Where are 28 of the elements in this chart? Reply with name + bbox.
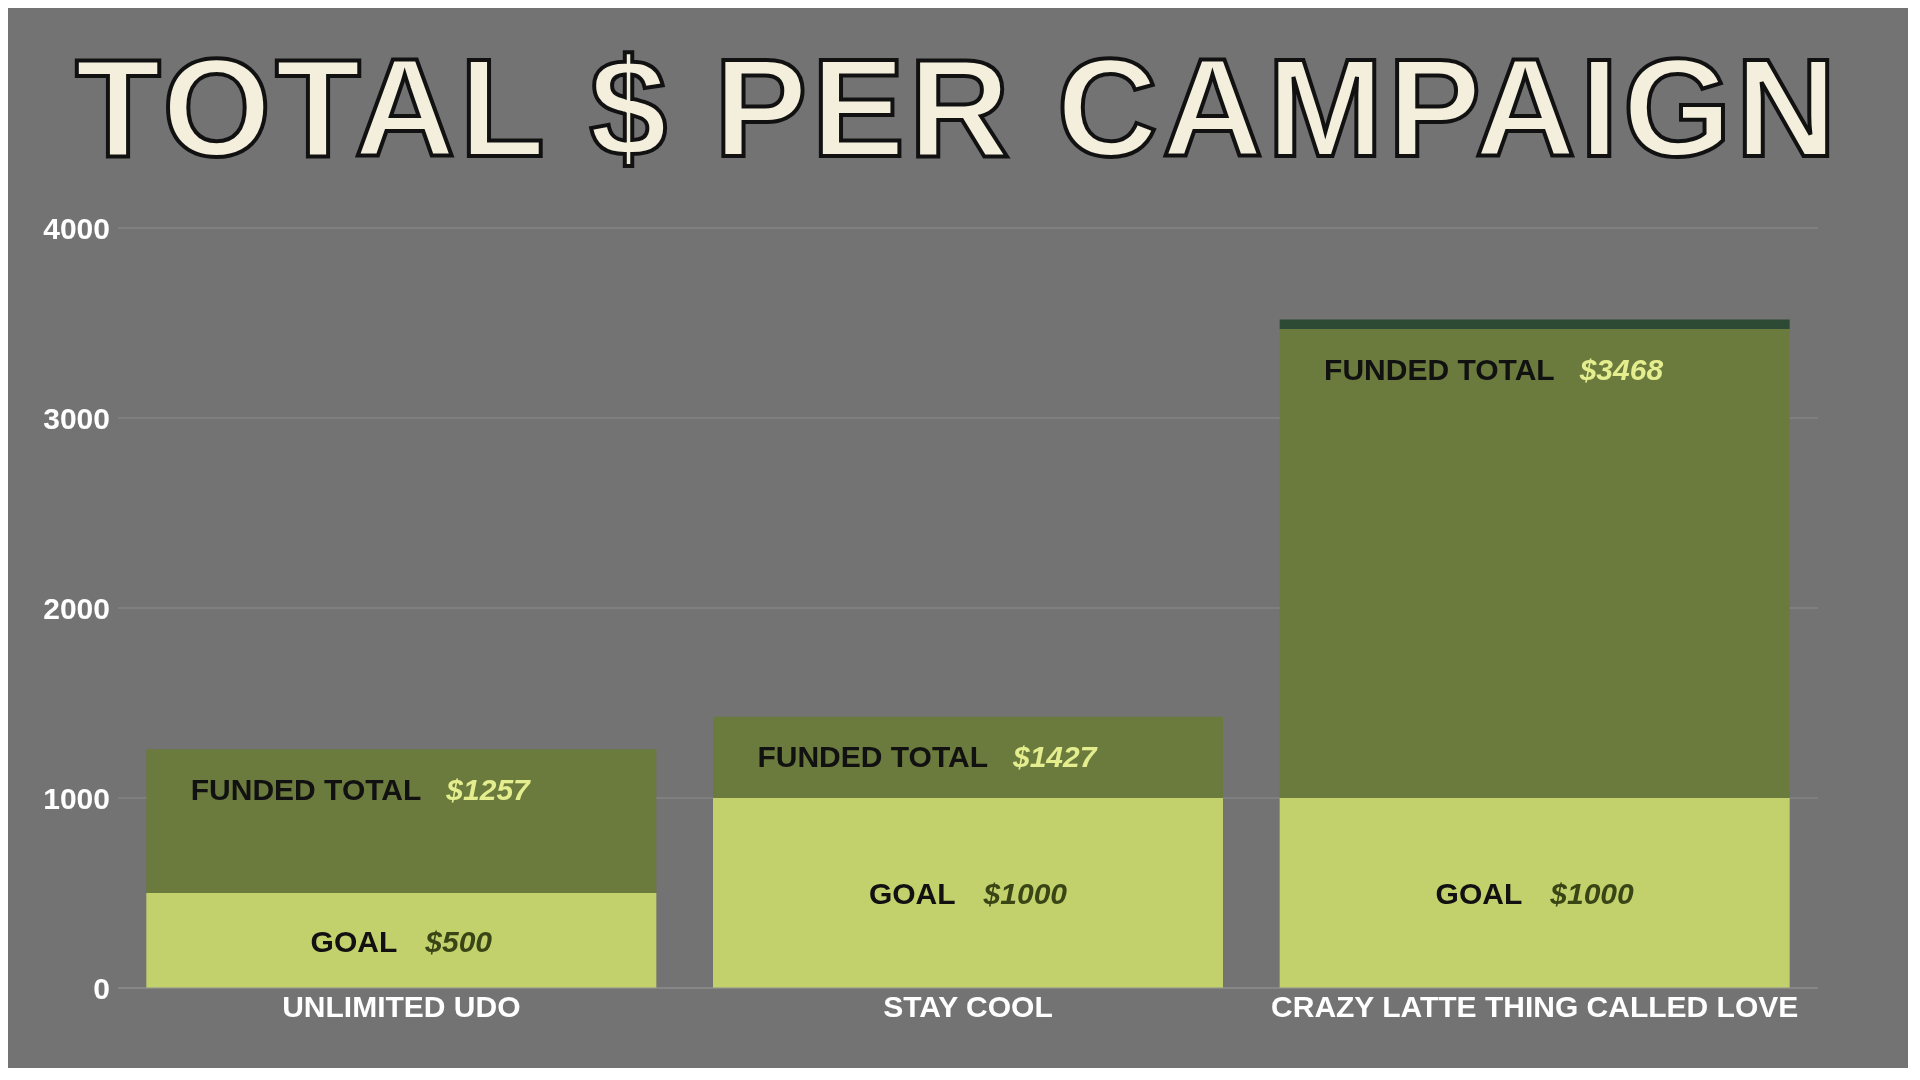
y-tick-label: 0: [93, 971, 110, 1005]
bar: [1279, 798, 1790, 988]
annotation: $1257: [445, 772, 532, 806]
text: FUNDED TOTAL: [757, 740, 988, 774]
annotation: $1427: [1012, 740, 1098, 774]
bar: [146, 749, 657, 893]
data-label: $1000: [1549, 876, 1635, 910]
y-tick-label: 4000: [43, 211, 110, 245]
bar: [1279, 329, 1790, 798]
bar: [713, 716, 1223, 798]
annotation: $3468: [1578, 352, 1664, 386]
y-tick-label: 2000: [43, 591, 110, 625]
series-label: GOAL: [310, 924, 398, 957]
data-label: $500: [424, 924, 493, 957]
x-tick-label: UNLIMITED UDO: [282, 990, 521, 1024]
text: FUNDED TOTAL: [1324, 352, 1555, 386]
x-tick-label: CRAZY LATTE THING CALLED LOVE: [1271, 990, 1799, 1024]
x-tick-label: STAY COOL: [883, 990, 1053, 1024]
series-label: FUNDED TOTAL: [190, 772, 422, 806]
text: GOAL: [868, 876, 956, 910]
y-tick-label: 3000: [43, 401, 110, 435]
data-label: $1000: [982, 876, 1068, 910]
y-tick-label: 1000: [43, 781, 110, 815]
bar: [1279, 319, 1790, 330]
bar: [713, 798, 1223, 988]
text: GOAL: [1435, 876, 1523, 910]
bar: [146, 893, 657, 988]
chart-title: TOTAL $ PER CAMPAIGN: [74, 28, 1842, 188]
